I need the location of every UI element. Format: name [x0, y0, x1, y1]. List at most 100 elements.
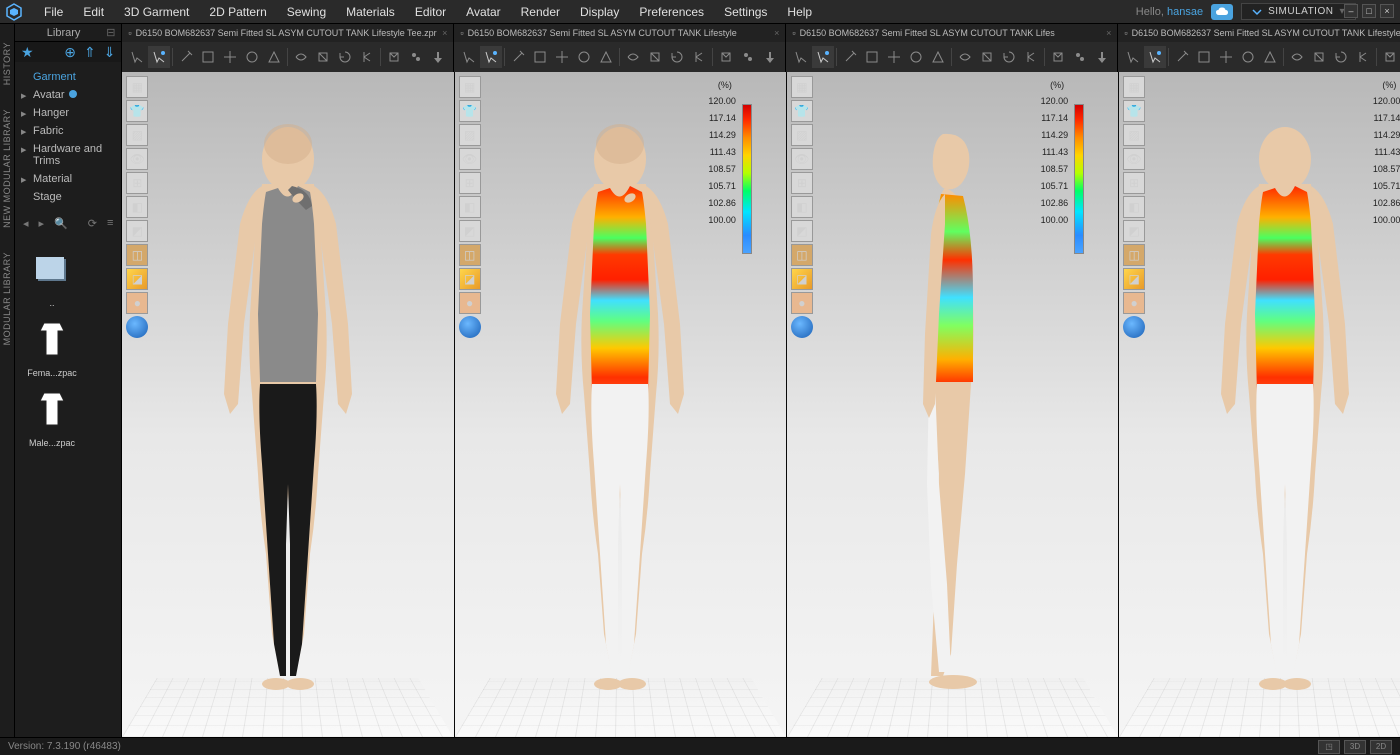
- menu-materials[interactable]: Materials: [336, 5, 405, 19]
- tree-fabric[interactable]: Fabric: [15, 122, 121, 140]
- viewport-3[interactable]: ▦👕▨👁⊞◧◩◫◪● 120.00117.14114.29111.43108.5…: [1119, 72, 1400, 737]
- tool-icon[interactable]: [1091, 46, 1113, 68]
- doc-tab-3[interactable]: ▫D6150 BOM682637 Semi Fitted SL ASYM CUT…: [1118, 24, 1400, 42]
- tool-icon[interactable]: [883, 46, 905, 68]
- render-mode-icon[interactable]: ▦: [126, 76, 148, 98]
- cloud-icon[interactable]: [1211, 4, 1233, 20]
- tree-avatar[interactable]: Avatar: [15, 86, 121, 104]
- box-icon[interactable]: ◪: [126, 268, 148, 290]
- texture-icon[interactable]: ▨: [791, 124, 813, 146]
- shade-icon[interactable]: ◩: [1123, 220, 1145, 242]
- tool-icon[interactable]: [715, 46, 737, 68]
- thumb-up-folder[interactable]: ..: [21, 244, 83, 308]
- vtab-history[interactable]: HISTORY: [0, 30, 14, 97]
- eye-icon[interactable]: 👁: [126, 148, 148, 170]
- shade-icon[interactable]: ◩: [791, 220, 813, 242]
- tool-icon[interactable]: [1379, 46, 1400, 68]
- globe-icon[interactable]: [459, 316, 481, 338]
- tool-icon[interactable]: [405, 46, 427, 68]
- tool-icon[interactable]: [148, 46, 170, 68]
- tool-icon[interactable]: [383, 46, 405, 68]
- menu-help[interactable]: Help: [777, 5, 822, 19]
- tool-icon[interactable]: [905, 46, 927, 68]
- mode-3d[interactable]: 3D: [1344, 740, 1366, 754]
- tool-icon[interactable]: [1330, 46, 1352, 68]
- search-icon[interactable]: 🔍: [54, 217, 68, 230]
- shade-icon[interactable]: ◩: [459, 220, 481, 242]
- thumb-female-zpac[interactable]: Fema...zpac: [21, 314, 83, 378]
- mesh-icon[interactable]: ⊞: [1123, 172, 1145, 194]
- surface-icon[interactable]: ◧: [459, 196, 481, 218]
- close-button[interactable]: ×: [1380, 4, 1394, 18]
- globe-icon[interactable]: [126, 316, 148, 338]
- refresh-icon[interactable]: ⟳: [88, 217, 97, 230]
- viewport-2[interactable]: ▦👕▨👁⊞◧◩◫◪● 120.00117.14114.29111.43108.5…: [787, 72, 1118, 737]
- surface-icon[interactable]: ◧: [126, 196, 148, 218]
- tool-icon[interactable]: [688, 46, 710, 68]
- surface-icon[interactable]: ◧: [791, 196, 813, 218]
- tool-icon[interactable]: [1308, 46, 1330, 68]
- tool-icon[interactable]: [427, 46, 449, 68]
- tool-icon[interactable]: [1144, 46, 1166, 68]
- tool-icon[interactable]: [1237, 46, 1259, 68]
- tool-icon[interactable]: [622, 46, 644, 68]
- eye-icon[interactable]: 👁: [459, 148, 481, 170]
- tool-icon[interactable]: [1047, 46, 1069, 68]
- mode-2d[interactable]: 2D: [1370, 740, 1392, 754]
- menu-display[interactable]: Display: [570, 5, 629, 19]
- box-icon[interactable]: ◪: [791, 268, 813, 290]
- tool-icon[interactable]: [241, 46, 263, 68]
- tool-icon[interactable]: [507, 46, 529, 68]
- tool-icon[interactable]: [644, 46, 666, 68]
- library-add-icon[interactable]: ⊕: [64, 44, 76, 61]
- tool-icon[interactable]: [666, 46, 688, 68]
- tree-hanger[interactable]: Hanger: [15, 104, 121, 122]
- texture-icon[interactable]: ▨: [459, 124, 481, 146]
- tool-icon[interactable]: [126, 46, 148, 68]
- tool-icon[interactable]: [1215, 46, 1237, 68]
- xray-icon[interactable]: ◫: [1123, 244, 1145, 266]
- close-icon[interactable]: ×: [442, 28, 447, 38]
- tool-icon[interactable]: [1193, 46, 1215, 68]
- view-gizmo-icon[interactable]: ◳: [1318, 740, 1340, 754]
- tree-material[interactable]: Material: [15, 170, 121, 188]
- person-icon[interactable]: ●: [1123, 292, 1145, 314]
- library-close-icon[interactable]: ⊟: [106, 26, 115, 39]
- texture-icon[interactable]: ▨: [126, 124, 148, 146]
- tool-icon[interactable]: [1020, 46, 1042, 68]
- menu-editor[interactable]: Editor: [405, 5, 456, 19]
- globe-icon[interactable]: [1123, 316, 1145, 338]
- box-icon[interactable]: ◪: [459, 268, 481, 290]
- tool-icon[interactable]: [839, 46, 861, 68]
- minimize-button[interactable]: –: [1344, 4, 1358, 18]
- vtab-modular-library[interactable]: MODULAR LIBRARY: [0, 240, 14, 357]
- tool-icon[interactable]: [812, 46, 834, 68]
- tool-icon[interactable]: [1352, 46, 1374, 68]
- tool-icon[interactable]: [458, 46, 480, 68]
- tool-icon[interactable]: [927, 46, 949, 68]
- close-icon[interactable]: ×: [1106, 28, 1111, 38]
- render-mode-icon[interactable]: ▦: [791, 76, 813, 98]
- tool-icon[interactable]: [1286, 46, 1308, 68]
- star-icon[interactable]: ★: [21, 44, 34, 61]
- tool-icon[interactable]: [861, 46, 883, 68]
- menu-2d-pattern[interactable]: 2D Pattern: [199, 5, 276, 19]
- menu-file[interactable]: File: [34, 5, 73, 19]
- tool-icon[interactable]: [998, 46, 1020, 68]
- tool-icon[interactable]: [263, 46, 285, 68]
- person-icon[interactable]: ●: [459, 292, 481, 314]
- tool-icon[interactable]: [334, 46, 356, 68]
- menu-3d-garment[interactable]: 3D Garment: [114, 5, 199, 19]
- xray-icon[interactable]: ◫: [126, 244, 148, 266]
- xray-icon[interactable]: ◫: [459, 244, 481, 266]
- tree-garment[interactable]: Garment: [15, 68, 121, 86]
- tool-icon[interactable]: [290, 46, 312, 68]
- vtab-new-modular-library[interactable]: NEW MODULAR LIBRARY: [0, 97, 14, 240]
- forward-icon[interactable]: ▸: [39, 217, 45, 230]
- box-icon[interactable]: ◪: [1123, 268, 1145, 290]
- tool-icon[interactable]: [197, 46, 219, 68]
- tool-icon[interactable]: [1122, 46, 1144, 68]
- tool-icon[interactable]: [976, 46, 998, 68]
- tool-icon[interactable]: [219, 46, 241, 68]
- menu-preferences[interactable]: Preferences: [629, 5, 714, 19]
